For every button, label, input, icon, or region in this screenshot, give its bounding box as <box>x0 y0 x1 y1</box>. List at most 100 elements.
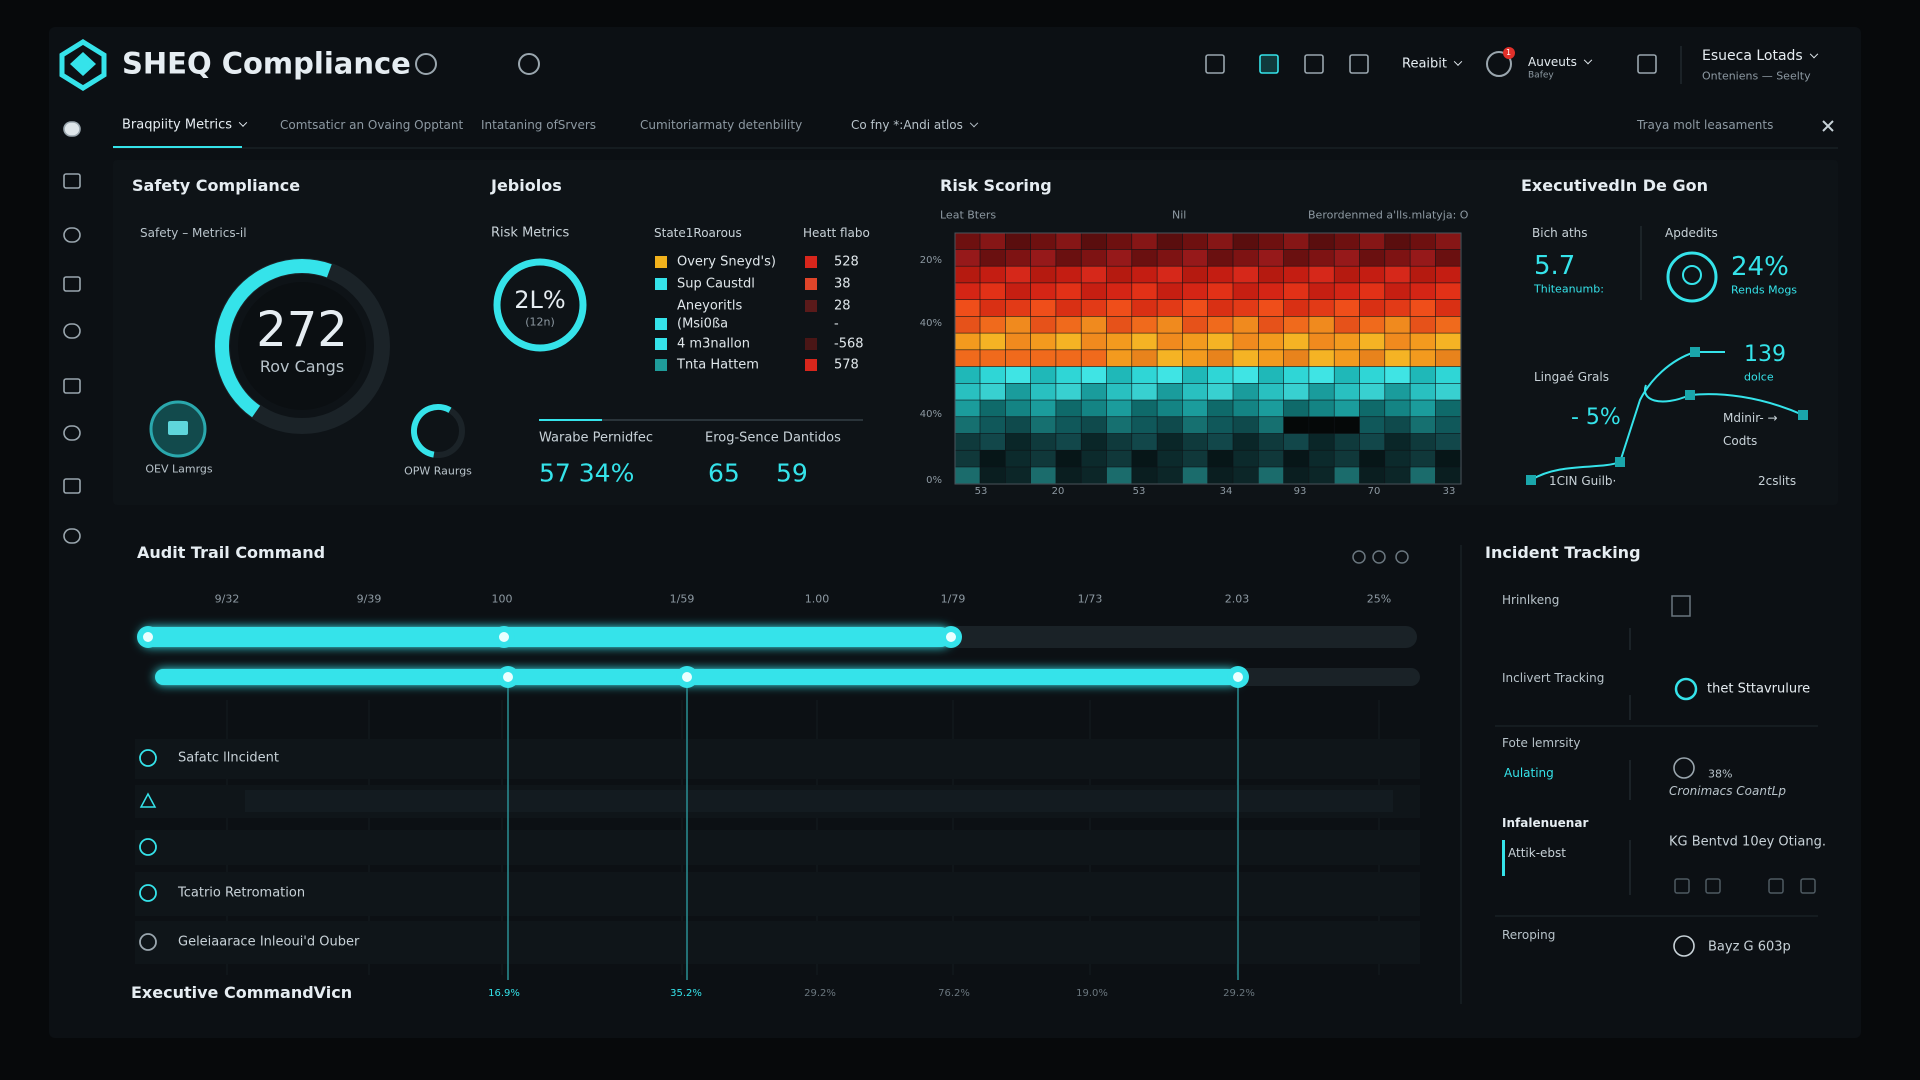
heat-cell <box>1182 299 1208 317</box>
heat-cell <box>1005 366 1031 383</box>
heat-cell <box>1283 350 1309 367</box>
heat-cell <box>1106 299 1132 317</box>
icon <box>1673 935 1695 957</box>
item[interactable]: Hrinlkeng <box>1502 593 1560 607</box>
sidebar-icon <box>63 121 81 137</box>
tick-label: 2.03 <box>1224 592 1250 606</box>
heat-cell <box>1385 266 1410 283</box>
tab[interactable]: Intataning ofSrvers <box>481 118 597 132</box>
tab[interactable]: Braqpiity Metrics <box>122 119 246 132</box>
heat-cell <box>1208 316 1233 333</box>
sidebar-icon <box>63 425 81 441</box>
tab[interactable]: Cumitoriarmaty detenbility <box>640 118 803 132</box>
heat-cell <box>1334 233 1360 250</box>
row-band <box>135 739 1420 779</box>
heat-cell <box>1157 417 1183 434</box>
icon <box>1768 878 1784 894</box>
heat-cell <box>1309 450 1334 467</box>
heat-cell <box>1258 400 1284 417</box>
label: 2cslits <box>1758 474 1797 488</box>
item[interactable]: Attik-ebst <box>1508 846 1566 860</box>
heat-cell <box>1309 400 1334 417</box>
heat-cell <box>1359 433 1385 450</box>
kpi: 5.7 <box>1534 251 1576 281</box>
heat-cell <box>980 316 1005 333</box>
heat-cell <box>1258 433 1284 450</box>
heat-cell <box>1081 233 1107 250</box>
user-sub: Onteniens — Seelty <box>1702 69 1811 83</box>
row-label: Sup Caustdl <box>677 276 755 292</box>
user-name[interactable]: Esueca Lotads <box>1702 49 1817 63</box>
heat-cell <box>1182 350 1208 367</box>
sidebar-icon <box>63 378 81 394</box>
value: 57 34% <box>539 458 635 488</box>
subtitle: Safety – Metrics-il <box>140 226 247 240</box>
heat-cell <box>1157 266 1183 283</box>
alerts[interactable]: Auveuts <box>1528 56 1591 68</box>
tab[interactable]: Comtsaticr an Ovaing Opptant <box>280 118 464 132</box>
heat-cell <box>1309 366 1334 383</box>
heat-cell <box>1081 299 1107 317</box>
heat-cell <box>1157 233 1183 250</box>
item[interactable]: Fote lemrsity <box>1502 736 1581 750</box>
heat-cell <box>1132 283 1157 300</box>
heat-cell <box>1410 433 1436 450</box>
small-ring-arc <box>411 404 452 458</box>
heat-cell <box>955 233 980 250</box>
heat-cell <box>1030 383 1056 400</box>
heat-cell <box>1435 249 1461 266</box>
x-tick-label: 33 <box>1442 486 1456 497</box>
heat-cell <box>1056 450 1081 467</box>
column-header: State1Roarous <box>654 226 742 240</box>
heat-cell <box>1005 249 1031 266</box>
heat-cell <box>1182 249 1208 266</box>
heat-cell <box>1410 366 1436 383</box>
tab[interactable]: Co fny *:Andi atlos <box>851 119 977 131</box>
heat-cell <box>1030 433 1056 450</box>
heat-cell <box>1056 383 1081 400</box>
label: OPW Raurgs <box>404 464 472 478</box>
heat-cell <box>1081 266 1107 283</box>
knob-dot <box>503 672 513 682</box>
network-node <box>1798 410 1808 420</box>
legend-swatch <box>655 256 667 268</box>
legend-swatch <box>655 278 667 290</box>
item[interactable]: Inclivert Tracking <box>1502 671 1605 685</box>
heat-cell <box>1208 350 1233 367</box>
heat-cell <box>1334 417 1360 434</box>
heat-cell <box>1258 333 1284 350</box>
tab-right[interactable]: Traya molt leasaments <box>1637 118 1774 132</box>
heat-cell <box>1233 350 1258 367</box>
item: thet Sttavrulure <box>1707 681 1811 697</box>
heat-cell <box>1208 383 1233 400</box>
heat-cell <box>1081 400 1107 417</box>
heat-cell <box>955 417 980 434</box>
heat-cell <box>1435 266 1461 283</box>
heat-cell <box>1005 266 1031 283</box>
progress <box>140 627 951 647</box>
icon <box>1259 54 1279 74</box>
item[interactable]: Aulating <box>1504 766 1554 780</box>
heat-cell <box>1283 383 1309 400</box>
heat-cell <box>955 266 980 283</box>
heat-cell <box>1359 299 1385 317</box>
heat-cell <box>1309 383 1334 400</box>
heat-cell <box>1030 233 1056 250</box>
heat-cell <box>1208 417 1233 434</box>
item[interactable]: Infalenuenar <box>1502 816 1589 830</box>
x-tick-label: 34 <box>1219 486 1233 497</box>
heat-cell <box>1283 417 1309 434</box>
row-value: -568 <box>834 336 864 352</box>
tick-label: 35.2% <box>670 988 702 999</box>
heat-cell <box>1132 316 1157 333</box>
heat-cell <box>1005 417 1031 434</box>
heat-cell <box>1005 299 1031 317</box>
menu[interactable]: Reaibit <box>1402 58 1461 71</box>
tick-label: 29.2% <box>1223 988 1255 999</box>
heat-cell <box>1056 467 1081 484</box>
network-node <box>1615 457 1625 467</box>
tick-label: 1/79 <box>940 592 966 606</box>
heat-cell <box>1435 433 1461 450</box>
item[interactable]: Reroping <box>1502 928 1556 942</box>
